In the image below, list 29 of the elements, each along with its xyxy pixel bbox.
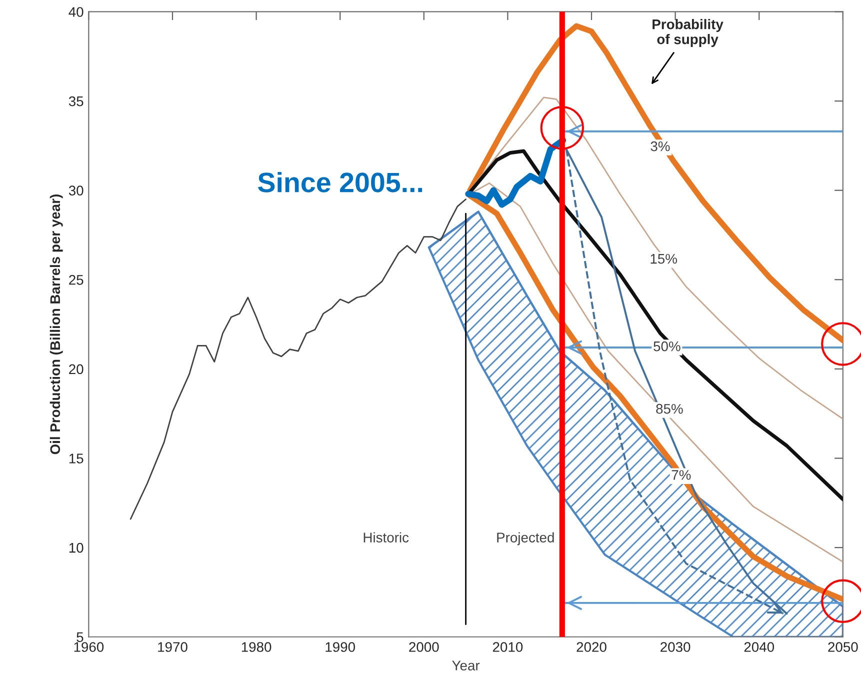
annotation: 85% <box>656 404 683 414</box>
x-tick-label: 2050 <box>828 642 858 652</box>
x-tick-label: 1980 <box>242 642 272 652</box>
annotation: 3% <box>650 141 670 152</box>
annotation: Probability of supply <box>652 19 724 47</box>
annotation: 7% <box>672 470 691 480</box>
x-tick-label: 1990 <box>326 642 355 652</box>
x-tick-label: 1970 <box>158 642 188 652</box>
y-tick-label: 40 <box>68 7 84 17</box>
x-tick-label: 2010 <box>492 642 523 652</box>
y-axis-title: Oil Production (Billion Barrels per year) <box>50 194 63 454</box>
y-tick-label: 10 <box>69 542 84 553</box>
x-tick-label: 2040 <box>744 642 774 652</box>
y-tick-label: 25 <box>69 274 84 285</box>
annotation: Historic <box>364 532 409 542</box>
x-tick-label: 1960 <box>74 642 104 652</box>
y-tick-label: 30 <box>68 186 84 196</box>
annotation: Projected <box>497 532 554 546</box>
y-tick-label: 35 <box>68 96 84 106</box>
y-tick-label: 5 <box>76 632 84 642</box>
y-tick-label: 20 <box>69 364 84 374</box>
x-tick-label: 2000 <box>409 642 439 652</box>
x-tick-label: 2030 <box>660 642 690 652</box>
annotation: Since 2005... <box>258 172 422 192</box>
annotation: 15% <box>650 254 677 264</box>
annotation: 50% <box>654 341 680 352</box>
x-tick-label: 2020 <box>576 642 606 652</box>
x-axis-title: Year <box>452 660 480 670</box>
y-tick-label: 15 <box>69 454 84 464</box>
